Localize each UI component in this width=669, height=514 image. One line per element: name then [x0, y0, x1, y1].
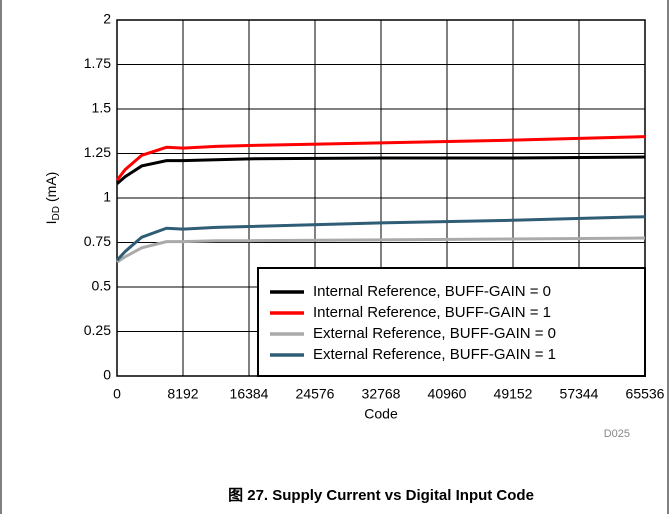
- caption: 图 27. Supply Current vs Digital Input Co…: [228, 487, 534, 504]
- x-tick-label: 16384: [230, 386, 269, 402]
- y-axis-label: IDD (mA): [43, 172, 62, 225]
- x-tick-label: 40960: [428, 386, 467, 402]
- y-tick-label: 1.75: [84, 55, 111, 71]
- legend-label: Internal Reference, BUFF-GAIN = 0: [313, 283, 551, 300]
- y-label-unit: (mA): [43, 172, 59, 202]
- note: D025: [604, 428, 630, 440]
- y-tick-label: 0: [103, 367, 111, 383]
- legend-label: External Reference, BUFF-GAIN = 1: [313, 346, 556, 363]
- y-tick-label: 2: [103, 11, 111, 27]
- x-tick-label: 57344: [560, 386, 599, 402]
- y-tick-label: 0.5: [92, 278, 112, 294]
- legend-label: Internal Reference, BUFF-GAIN = 1: [313, 304, 551, 321]
- y-tick-label: 0.25: [84, 322, 111, 338]
- x-tick-label: 32768: [362, 386, 401, 402]
- y-tick-label: 0.75: [84, 233, 111, 249]
- x-axis-label: Code: [364, 406, 398, 422]
- x-tick-label: 0: [113, 386, 121, 402]
- series-line: [116, 236, 646, 264]
- y-tick-label: 1.5: [92, 100, 112, 116]
- x-tick-label: 24576: [296, 386, 335, 402]
- y-label-main: I: [43, 220, 59, 224]
- legend-box: [257, 267, 646, 377]
- x-tick-label: 49152: [494, 386, 533, 402]
- series-line: [116, 155, 646, 185]
- x-tick-label: 65536: [626, 386, 665, 402]
- y-tick-label: 1.25: [84, 144, 111, 160]
- legend-label: External Reference, BUFF-GAIN = 0: [313, 325, 556, 342]
- y-tick-label: 1: [103, 189, 111, 205]
- series-line: [115, 215, 646, 262]
- y-label-sub: DD: [51, 206, 62, 220]
- series-line: [115, 135, 646, 182]
- x-tick-label: 8192: [167, 386, 198, 402]
